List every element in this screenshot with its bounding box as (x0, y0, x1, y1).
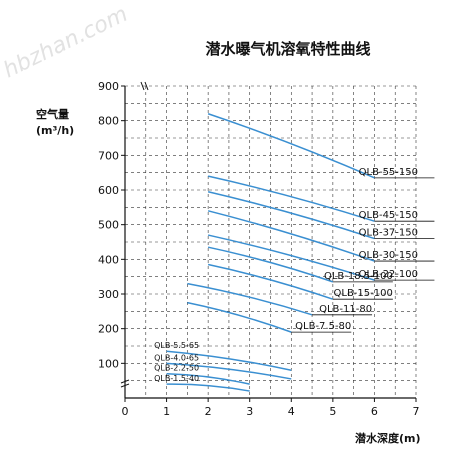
y-tick-label: 300 (98, 288, 119, 301)
series-line (187, 301, 292, 333)
x-tick-label: 5 (329, 405, 336, 418)
axis-break-mark-top (140, 81, 149, 91)
x-tick-label: 0 (122, 405, 129, 418)
y-axis-label: 空气量 (36, 107, 69, 121)
series-label: QLB-1.5-40 (154, 374, 199, 383)
chart-title: 潜水曝气机溶氧特性曲线 (205, 40, 370, 58)
y-tick-label: 800 (98, 115, 119, 128)
y-tick-label: 900 (98, 80, 119, 93)
x-tick-label: 6 (371, 405, 378, 418)
x-tick-label: 7 (413, 405, 420, 418)
y-tick-label: 400 (98, 253, 119, 266)
y-tick-label: 100 (98, 357, 119, 370)
series-line (207, 263, 334, 300)
x-tick-label: 4 (288, 405, 295, 418)
x-tick-label: 1 (163, 405, 170, 418)
series-label: QLB-15-100 (334, 288, 393, 299)
series-line (166, 383, 250, 392)
series-line (166, 350, 292, 371)
series-label: QLB-30-150 (359, 250, 418, 261)
y-tick-label: 500 (98, 219, 119, 232)
series-line (166, 372, 250, 385)
grid (125, 85, 417, 398)
series-line (207, 113, 375, 179)
series-label: QLB-4.0-65 (154, 353, 199, 362)
y-tick-label: 200 (98, 323, 119, 336)
series-label: QLB-22-100 (359, 269, 418, 280)
series-line (207, 191, 375, 240)
series-label: QLB-37-150 (359, 228, 418, 239)
series-label: QLB-5.5-65 (154, 341, 199, 350)
axes (120, 81, 417, 402)
series-label: QLB-7.5-80 (295, 321, 351, 332)
axis-break-mark-left (120, 379, 130, 388)
y-tick-label: 600 (98, 184, 119, 197)
watermark-text: hbzhan.com (0, 2, 132, 84)
x-axis-label: 潜水深度(m) (355, 431, 421, 445)
series-label: QLB-11-80 (319, 304, 372, 315)
series-label: QLB-2.2-50 (154, 364, 199, 373)
series-group: QLB-55-150 QLB-45-150 QLB-37-150 QLB-30-150… (154, 113, 435, 392)
series-label: QLB-55-150 (359, 167, 418, 178)
x-tick-label: 2 (205, 405, 212, 418)
tick-labels: 100 200 300 400 500 600 700 800 900 0 1 2 3 4 5 6 7 (98, 80, 420, 418)
series-label: QLB-18.5-100 (324, 271, 393, 282)
series-line (207, 234, 375, 281)
series-line (207, 246, 334, 283)
series-line (166, 362, 292, 380)
series-line (187, 282, 313, 316)
y-axis-unit: (m³/h) (36, 124, 74, 137)
series-label: QLB-45-150 (359, 210, 418, 221)
series-line (207, 210, 375, 262)
series-line (207, 175, 375, 222)
x-tick-label: 3 (246, 405, 253, 418)
y-tick-label: 700 (98, 149, 119, 162)
